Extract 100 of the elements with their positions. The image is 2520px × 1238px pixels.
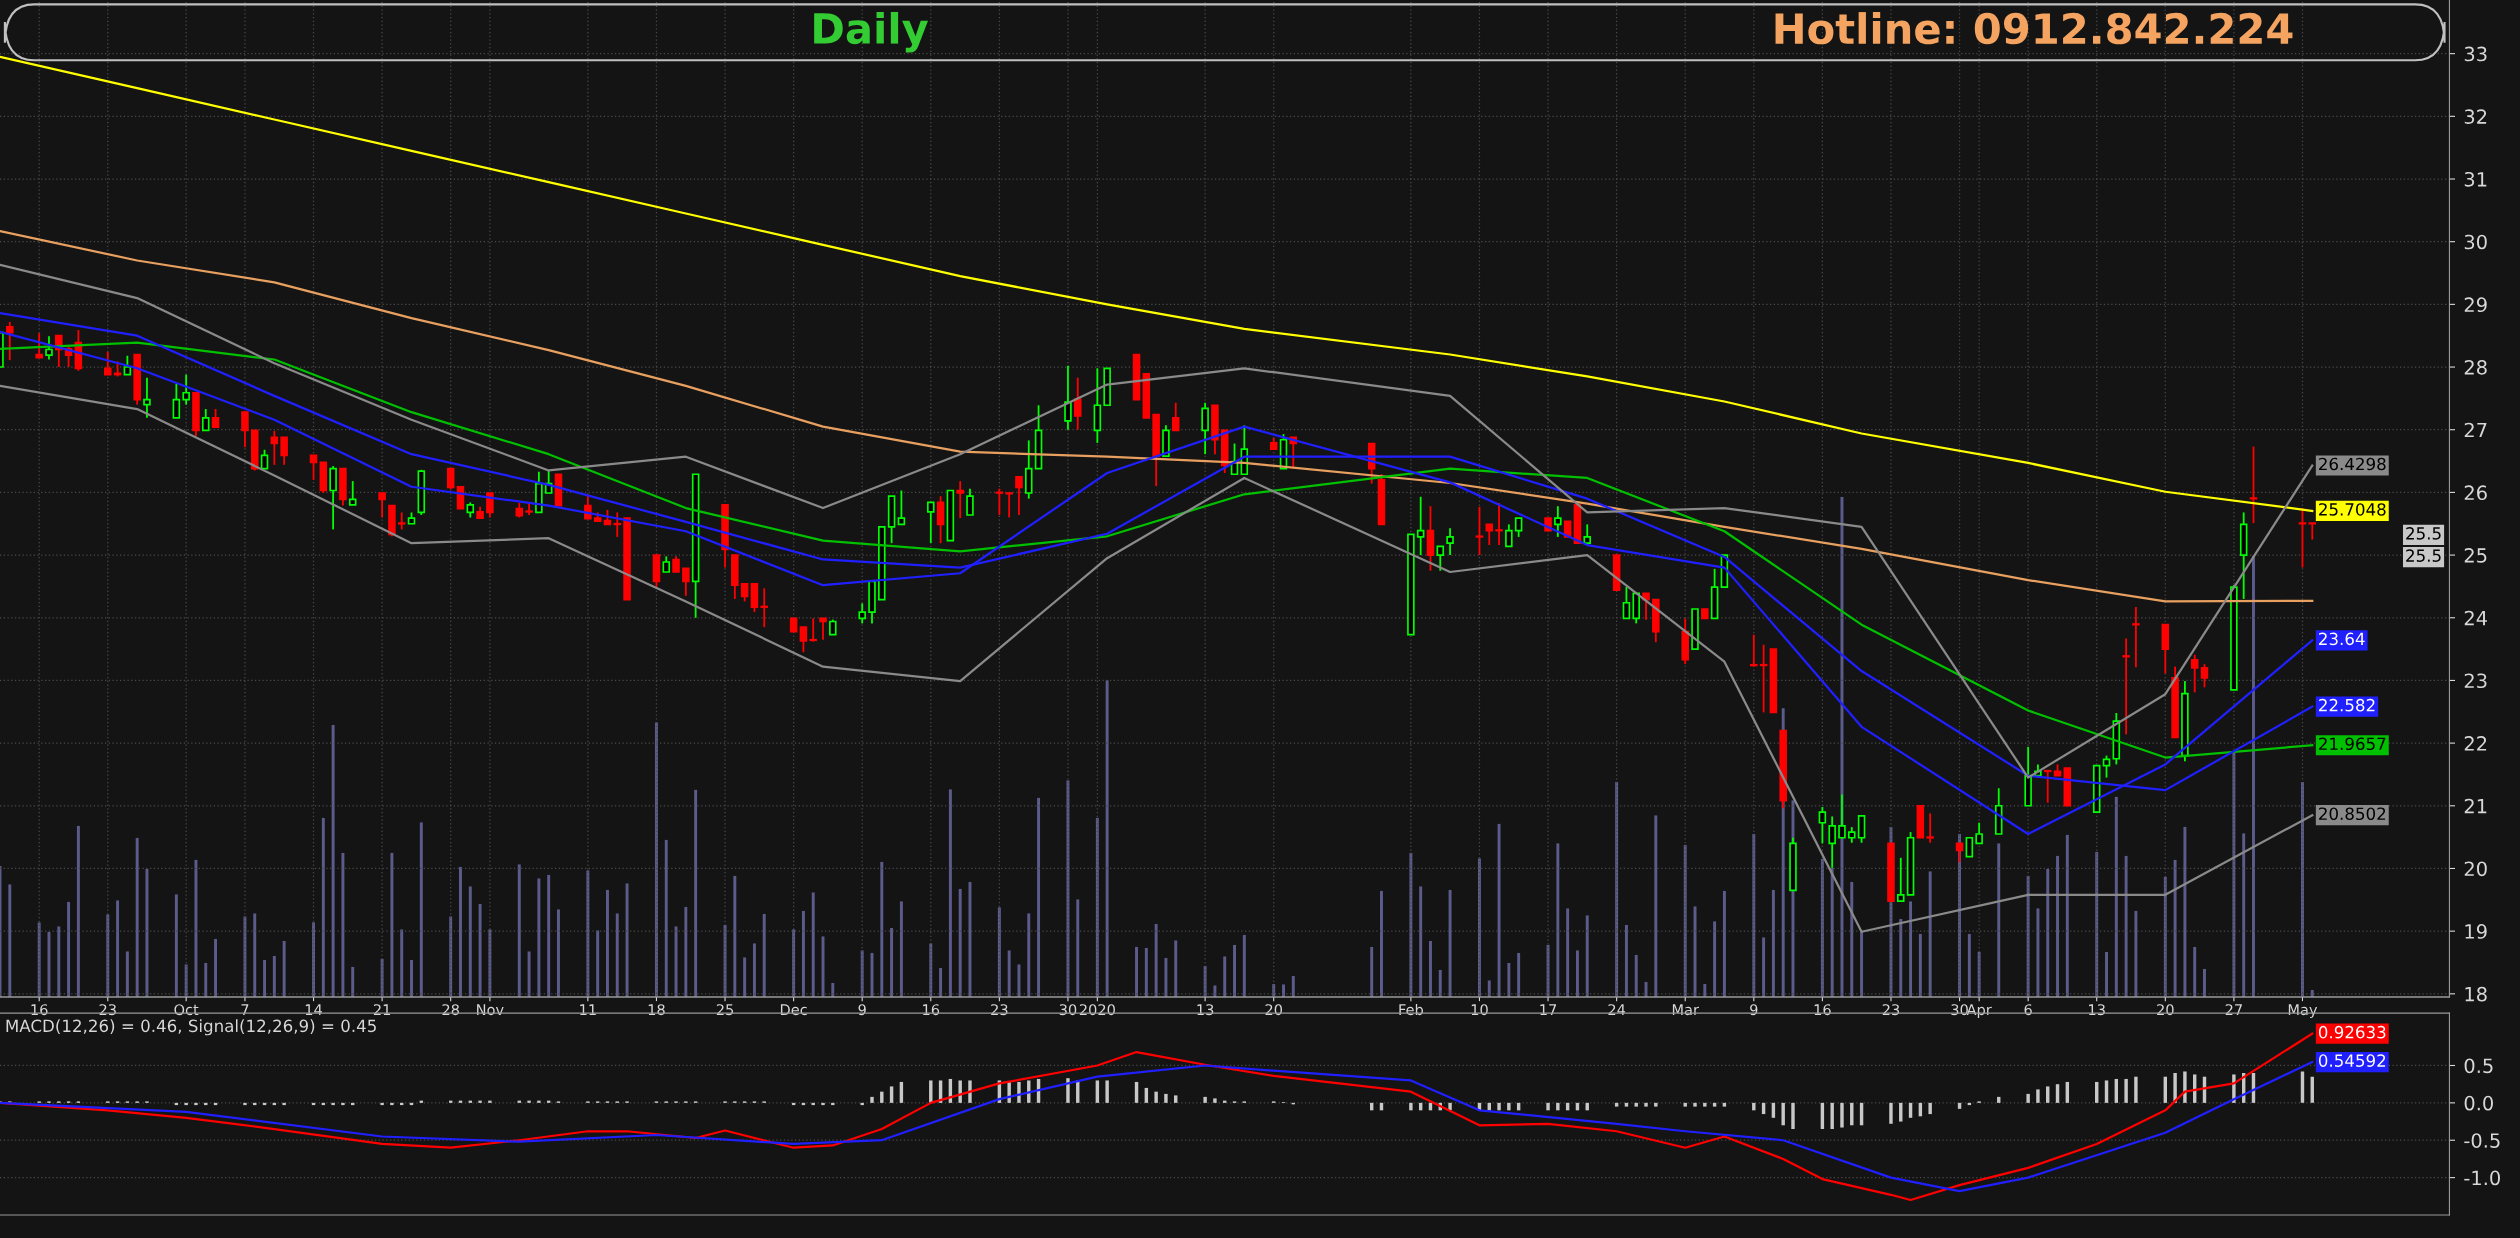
bar — [2036, 1089, 2040, 1103]
bar — [831, 982, 835, 997]
candlestick — [1416, 495, 1425, 556]
y-tick-label: 30 — [2464, 234, 2487, 250]
x-tick-label: 9 — [1750, 1004, 1758, 1016]
bar — [2203, 968, 2206, 997]
candlestick — [760, 587, 768, 629]
bar — [1095, 1080, 1100, 1103]
bar — [1781, 1102, 1785, 1126]
bar — [1419, 886, 1423, 997]
candlestick — [1015, 475, 1023, 516]
bar — [2193, 946, 2197, 997]
bar — [958, 1080, 962, 1103]
candlestick — [809, 617, 817, 643]
bar — [615, 913, 619, 997]
bar — [2173, 1072, 2177, 1103]
x-tick-label: 13 — [1197, 1004, 1214, 1016]
bar — [889, 1086, 894, 1103]
bar — [1830, 1102, 1834, 1130]
bar — [2134, 910, 2138, 997]
bar — [2056, 855, 2059, 997]
candlestick — [1201, 401, 1209, 456]
bar — [2124, 1078, 2128, 1103]
candlestick — [348, 480, 357, 506]
bar — [459, 866, 462, 997]
candlestick — [858, 602, 866, 625]
x-tick-label: 9 — [858, 1004, 866, 1016]
bar — [1507, 962, 1511, 997]
candlestick — [1975, 821, 1983, 845]
candlestick — [6, 321, 14, 362]
bar — [625, 883, 629, 997]
line-series — [0, 229, 2314, 603]
y-tick-label: 28 — [2464, 360, 2487, 375]
bar — [194, 1102, 198, 1106]
candlestick — [1896, 856, 1905, 902]
bar — [1144, 947, 1148, 997]
y-tick-label: -0.5 — [2464, 1133, 2500, 1148]
candlestick — [104, 351, 112, 376]
bar — [1105, 1080, 1109, 1103]
bar — [517, 864, 521, 997]
bar — [1614, 1102, 1619, 1107]
bar — [488, 1100, 492, 1103]
y-tick-label: 31 — [2464, 171, 2487, 187]
bar — [67, 901, 71, 997]
bar — [1477, 858, 1481, 997]
bar — [1752, 1102, 1756, 1111]
bar — [1242, 934, 1246, 997]
bar — [743, 957, 747, 997]
bar — [468, 886, 472, 997]
line-series — [0, 1060, 2314, 1193]
data-label: 25.7048 — [2319, 503, 2386, 516]
bar — [1820, 858, 1824, 997]
bar — [478, 903, 482, 997]
bar — [1429, 940, 1432, 997]
data-label: 26.4298 — [2319, 457, 2386, 471]
candlestick — [45, 335, 53, 361]
y-tick-label: 27 — [2464, 422, 2487, 438]
x-tick-label: 20 — [2157, 1004, 2174, 1016]
bar — [694, 789, 698, 997]
bar — [1507, 1102, 1511, 1111]
x-tick-label: 30 — [1951, 1004, 1968, 1016]
bar — [1860, 930, 1864, 997]
bar — [1556, 843, 1560, 997]
bar — [1448, 889, 1452, 997]
x-tick-label: Oct — [174, 1004, 199, 1016]
bar — [1066, 1078, 1070, 1103]
bar — [1644, 1102, 1648, 1107]
bar — [1017, 964, 1021, 997]
x-tick-label: Feb — [1399, 1003, 1423, 1016]
candlestick — [2308, 522, 2317, 541]
candlestick — [378, 492, 386, 519]
y-tick-label: 33 — [2464, 46, 2487, 62]
bar — [184, 1102, 188, 1106]
bar — [282, 940, 286, 997]
candlestick — [397, 511, 406, 531]
y-tick-label: 25 — [2464, 548, 2487, 563]
candlestick — [211, 408, 220, 429]
x-tick-label: Nov — [477, 1004, 504, 1016]
y-tick-label: 26 — [2464, 485, 2487, 501]
bar — [537, 1100, 541, 1103]
candlestick — [1926, 812, 1934, 844]
bar — [1409, 1102, 1413, 1111]
bar — [380, 1102, 384, 1106]
bar — [282, 1102, 286, 1106]
bar — [1703, 983, 1707, 997]
bar — [1380, 890, 1383, 997]
bar — [263, 959, 267, 997]
data-label: 0.92633 — [2318, 1025, 2386, 1039]
x-tick-label: 18 — [648, 1004, 665, 1016]
bar — [752, 943, 756, 997]
bar — [890, 927, 894, 997]
bar — [1634, 954, 1638, 997]
bar — [557, 909, 560, 997]
bar — [801, 910, 805, 997]
x-tick-label: 14 — [305, 1004, 322, 1015]
bar — [1497, 1102, 1501, 1111]
bar — [341, 1102, 345, 1106]
y-tick-label: -1.0 — [2464, 1170, 2500, 1186]
y-tick-label: 0.5 — [2464, 1058, 2493, 1074]
bar — [2134, 1076, 2138, 1103]
